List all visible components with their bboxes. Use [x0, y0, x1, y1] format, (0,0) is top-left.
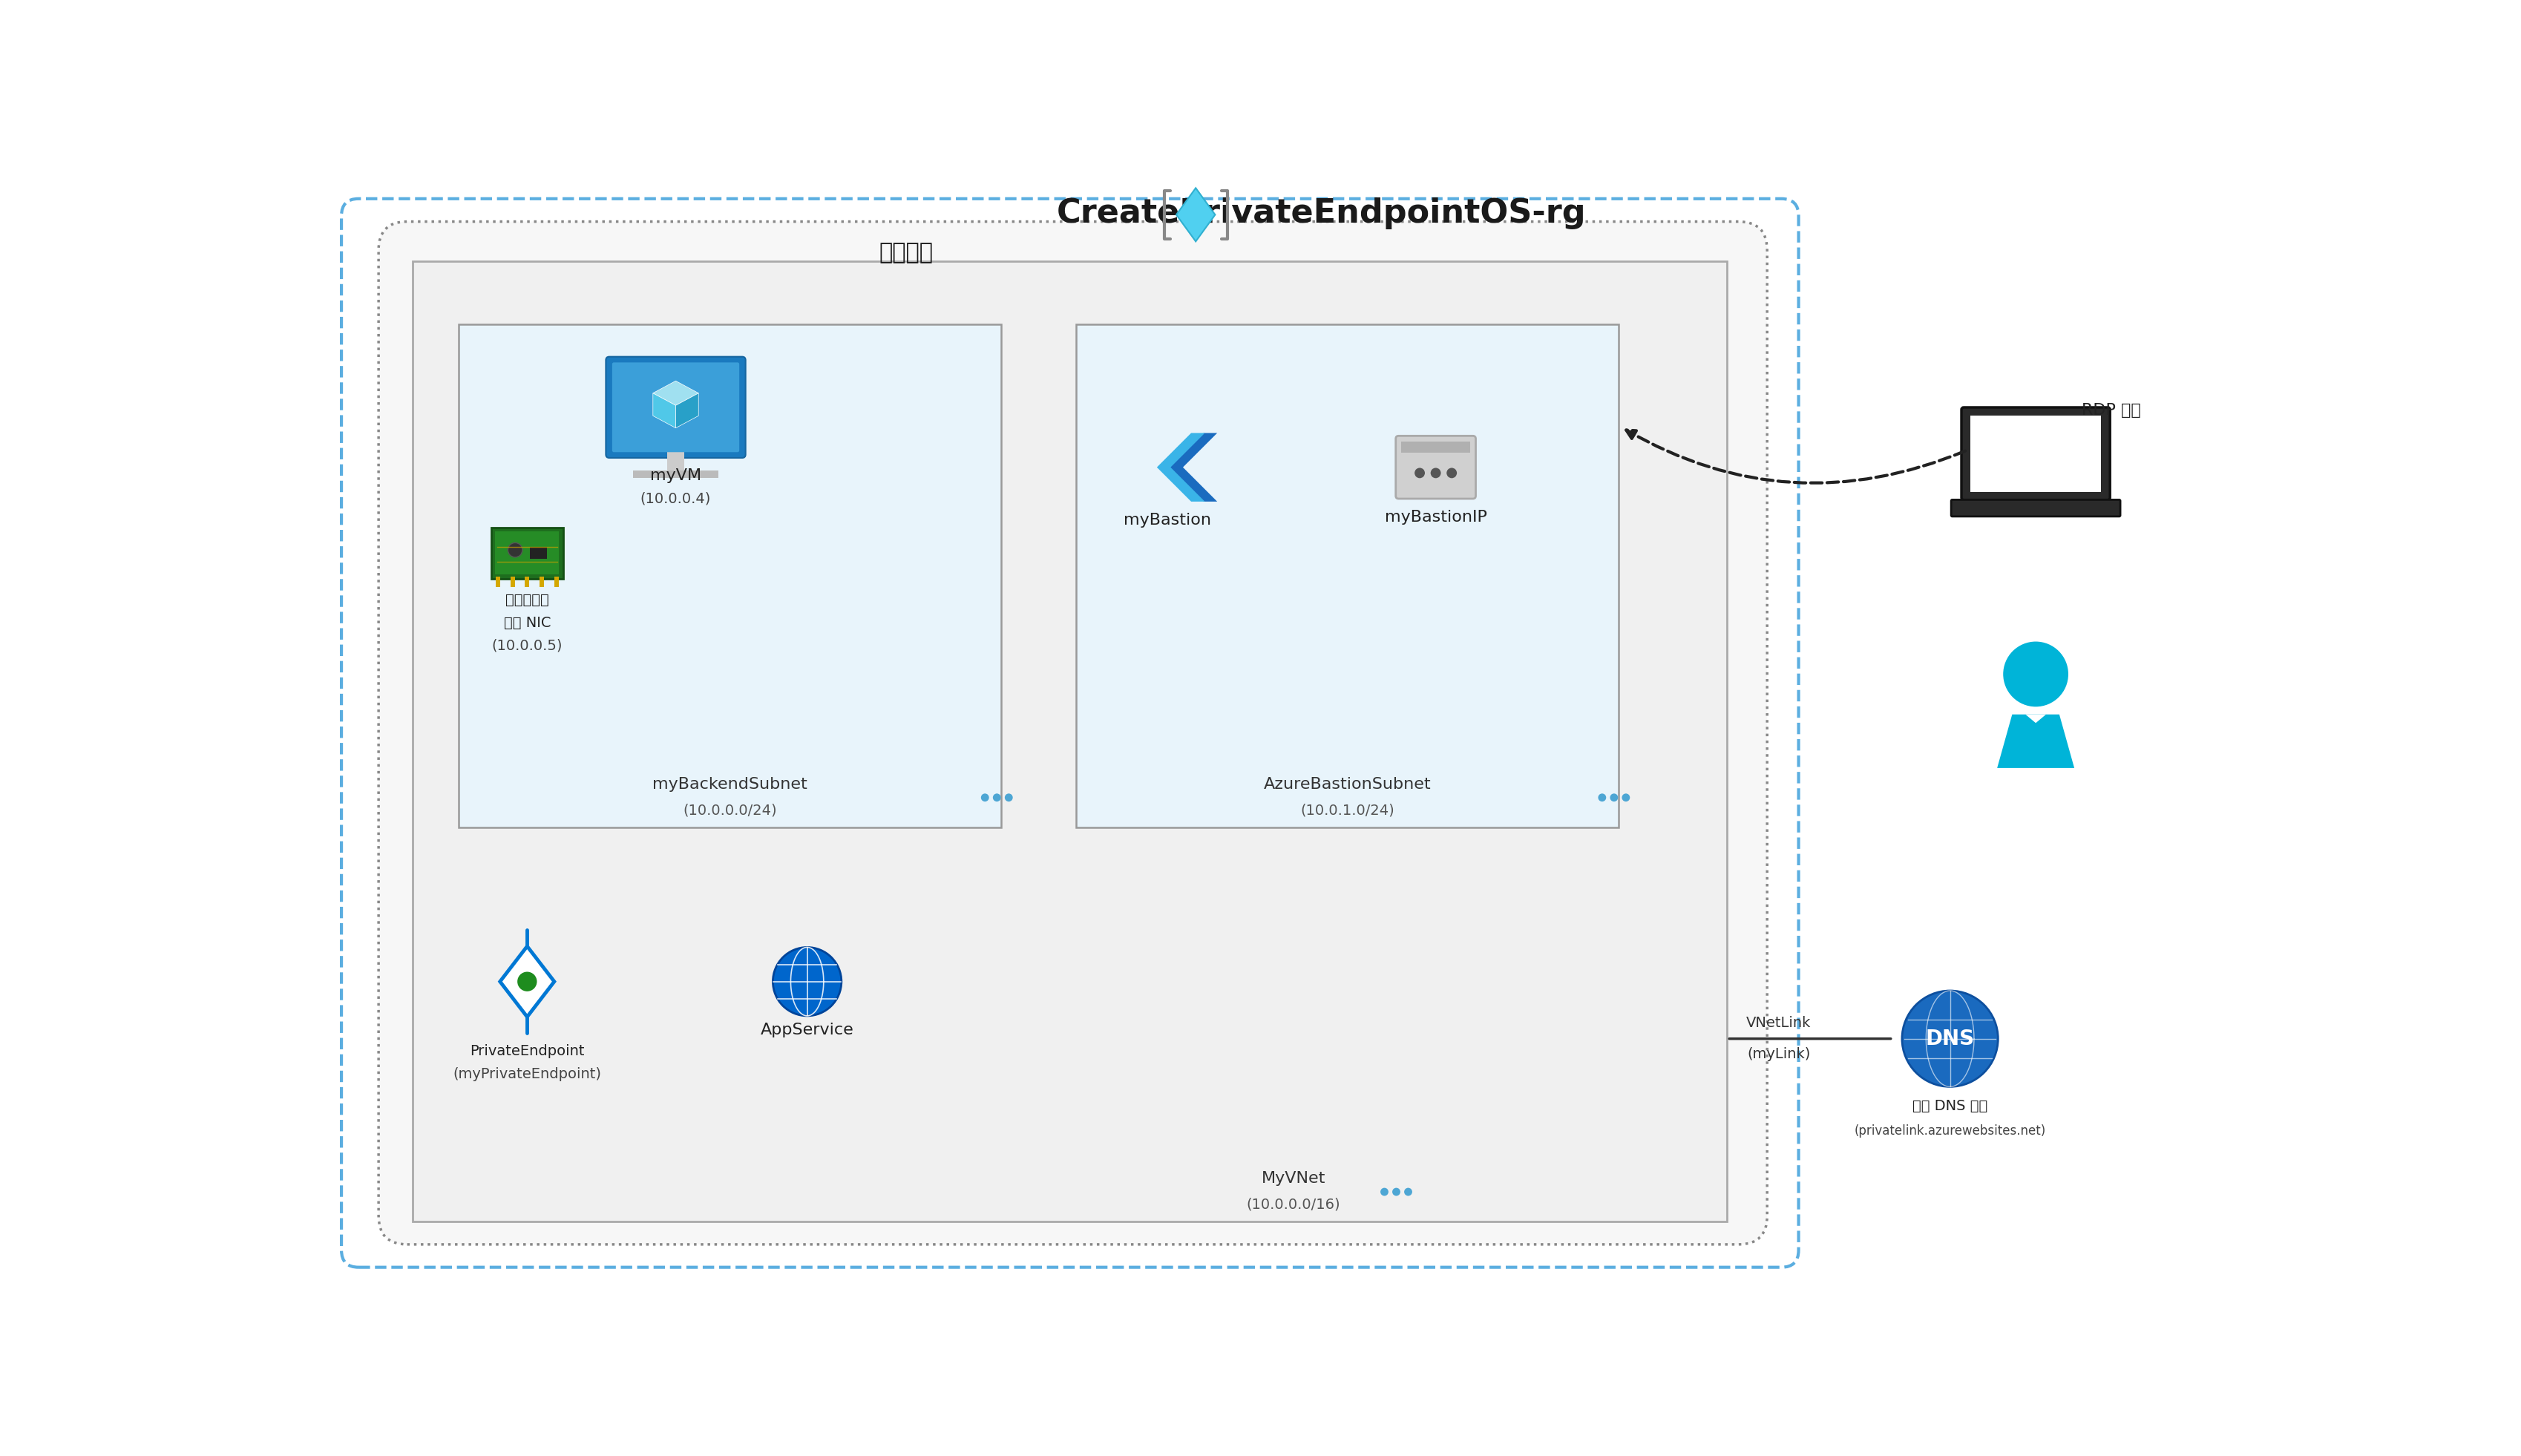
- Circle shape: [1414, 467, 1424, 478]
- Text: myVM: myVM: [650, 469, 701, 483]
- Text: (10.0.1.0/24): (10.0.1.0/24): [1301, 804, 1394, 817]
- Text: (myLink): (myLink): [1747, 1047, 1810, 1061]
- Bar: [524, 577, 529, 587]
- Circle shape: [507, 543, 522, 558]
- Bar: [1971, 415, 2100, 492]
- Bar: [555, 577, 560, 587]
- Polygon shape: [1157, 432, 1205, 501]
- Text: (10.0.0.0/16): (10.0.0.0/16): [1245, 1197, 1341, 1211]
- Text: 专用 DNS 区域: 专用 DNS 区域: [1913, 1099, 1987, 1112]
- Bar: [494, 531, 560, 575]
- FancyArrowPatch shape: [1626, 430, 1966, 483]
- Circle shape: [1404, 1188, 1412, 1195]
- Circle shape: [2004, 642, 2067, 706]
- Bar: [529, 547, 547, 559]
- Circle shape: [1429, 467, 1442, 478]
- Text: myBastion: myBastion: [1124, 513, 1210, 529]
- Text: (myPrivateEndpoint): (myPrivateEndpoint): [454, 1067, 603, 1082]
- Circle shape: [774, 948, 842, 1016]
- Bar: [413, 262, 1727, 1222]
- FancyBboxPatch shape: [605, 357, 746, 457]
- Circle shape: [1611, 794, 1618, 802]
- Polygon shape: [499, 946, 555, 1016]
- Bar: [497, 577, 499, 587]
- Bar: [1402, 441, 1470, 453]
- Bar: [668, 450, 683, 475]
- Circle shape: [981, 794, 988, 802]
- Polygon shape: [676, 393, 698, 428]
- Text: DNS: DNS: [1926, 1028, 1974, 1050]
- Text: MyVNet: MyVNet: [1260, 1171, 1326, 1187]
- Text: (10.0.0.0/24): (10.0.0.0/24): [683, 804, 776, 817]
- Text: RDP 会话: RDP 会话: [2082, 403, 2140, 418]
- Polygon shape: [2024, 715, 2047, 724]
- Bar: [633, 470, 718, 478]
- Polygon shape: [1177, 188, 1215, 242]
- Circle shape: [1598, 794, 1606, 802]
- Bar: [459, 325, 1001, 827]
- Circle shape: [1382, 1188, 1389, 1195]
- Circle shape: [1006, 794, 1013, 802]
- Polygon shape: [1997, 715, 2075, 767]
- Circle shape: [1901, 990, 1999, 1086]
- Polygon shape: [653, 381, 698, 405]
- Circle shape: [1447, 467, 1457, 478]
- Text: (10.0.0.5): (10.0.0.5): [492, 639, 562, 652]
- FancyBboxPatch shape: [1951, 499, 2120, 517]
- Text: myBackendSubnet: myBackendSubnet: [653, 778, 807, 792]
- Text: (privatelink.azurewebsites.net): (privatelink.azurewebsites.net): [1853, 1124, 2047, 1137]
- Circle shape: [1392, 1188, 1399, 1195]
- FancyBboxPatch shape: [340, 198, 1797, 1267]
- Bar: [509, 577, 514, 587]
- Polygon shape: [1170, 432, 1218, 501]
- Text: CreatePrivateEndpointOS-rg: CreatePrivateEndpointOS-rg: [1056, 197, 1586, 229]
- Circle shape: [1621, 794, 1631, 802]
- FancyBboxPatch shape: [378, 221, 1767, 1245]
- Bar: [1076, 325, 1618, 827]
- Bar: [492, 527, 562, 578]
- Text: 美国东部: 美国东部: [880, 242, 933, 264]
- Text: VNetLink: VNetLink: [1747, 1016, 1810, 1031]
- Text: myBastionIP: myBastionIP: [1384, 510, 1487, 526]
- Bar: [539, 577, 545, 587]
- FancyBboxPatch shape: [1961, 408, 2110, 499]
- Text: PrivateEndpoint: PrivateEndpoint: [469, 1044, 585, 1059]
- Text: 虚拟 NIC: 虚拟 NIC: [504, 616, 550, 630]
- Text: (10.0.0.4): (10.0.0.4): [640, 491, 711, 505]
- Text: AzureBastionSubnet: AzureBastionSubnet: [1263, 778, 1432, 792]
- FancyBboxPatch shape: [1397, 435, 1475, 499]
- Text: 专用终结点: 专用终结点: [504, 593, 550, 607]
- Text: AppService: AppService: [761, 1022, 855, 1038]
- FancyBboxPatch shape: [613, 363, 739, 453]
- Circle shape: [517, 971, 537, 992]
- Circle shape: [993, 794, 1001, 802]
- Polygon shape: [653, 393, 676, 428]
